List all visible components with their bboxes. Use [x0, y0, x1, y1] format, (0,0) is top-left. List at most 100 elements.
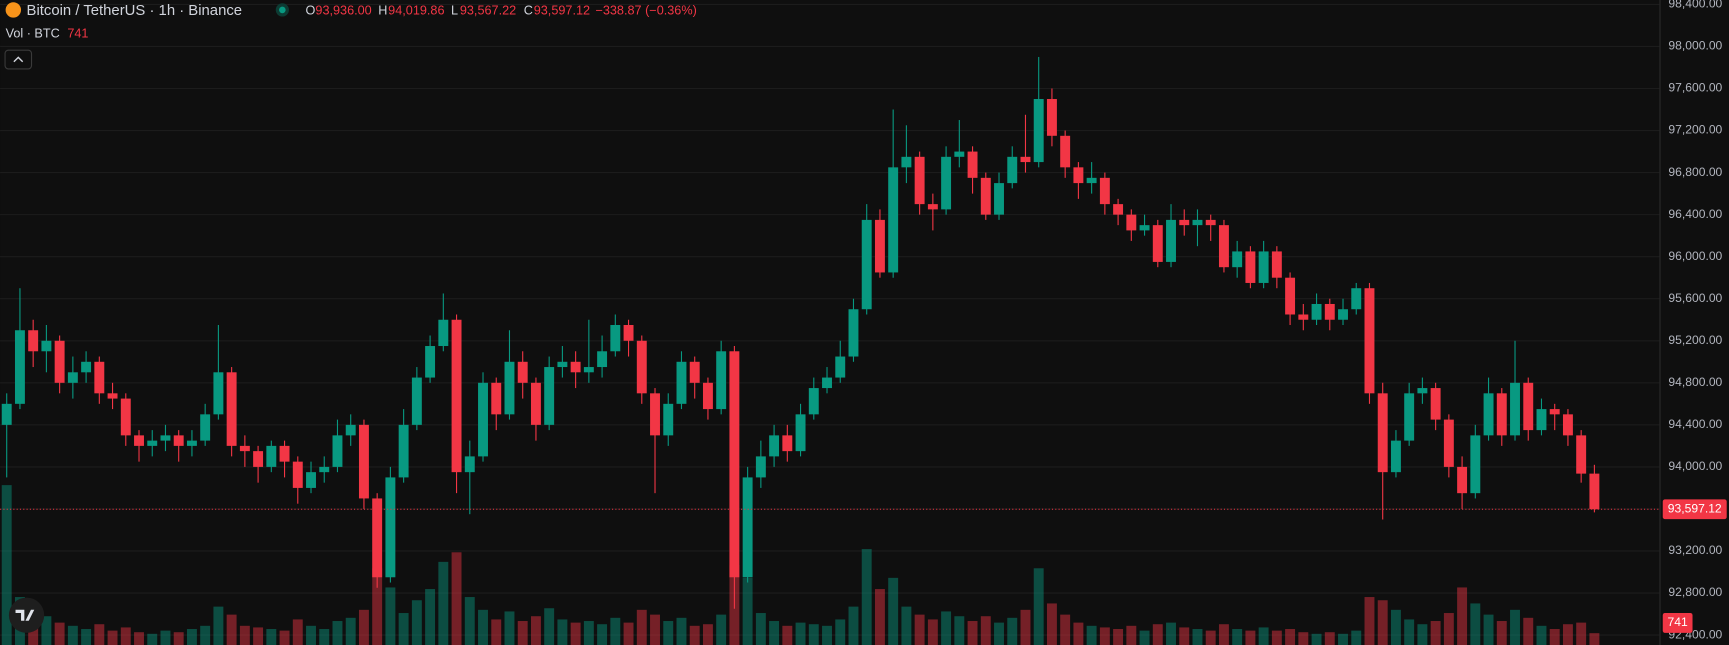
volume-bar	[1298, 632, 1309, 645]
volume-bar	[636, 609, 647, 645]
candle-body	[1338, 309, 1348, 320]
volume-bar	[385, 587, 396, 645]
volume-bar	[1060, 614, 1071, 645]
symbol-logo	[5, 2, 22, 18]
y-tick-label: 94,000.00	[1668, 459, 1722, 473]
symbol-title: Bitcoin / TetherUS · 1h · Binance	[27, 3, 243, 19]
volume-bar	[1113, 629, 1124, 645]
candle-body	[1510, 382, 1520, 436]
ohlc-key: C	[524, 3, 533, 17]
volume-bar	[967, 621, 978, 645]
candle-body	[1086, 177, 1097, 184]
plot-area	[0, 3, 1660, 645]
volume-bar	[504, 611, 515, 645]
volume-bar	[239, 625, 250, 645]
y-tick-label: 95,600.00	[1668, 291, 1722, 305]
candle-body	[200, 414, 211, 441]
volume-bar	[358, 609, 369, 645]
volume-bar	[200, 625, 211, 645]
candle-body	[650, 393, 660, 436]
candle-body	[1443, 419, 1454, 467]
candle-body	[372, 498, 383, 578]
collapse-button[interactable]	[4, 49, 33, 70]
candle-body	[795, 414, 806, 452]
candle-body	[14, 330, 25, 404]
candle-body	[292, 461, 303, 488]
y-tick-label: 97,600.00	[1668, 81, 1722, 95]
candle-body	[676, 361, 687, 404]
volume-bar	[81, 629, 92, 645]
volume-bar	[107, 630, 118, 645]
volume-bar	[213, 606, 224, 645]
candle-body	[610, 324, 621, 352]
candle-body	[28, 330, 39, 352]
volume-bar	[491, 619, 502, 645]
last-price-label: 93,597.12	[1668, 501, 1722, 515]
ohlc-value: 93,936.00	[315, 3, 371, 17]
candle-body	[861, 219, 872, 310]
candle-body	[1060, 135, 1071, 168]
candle-body	[425, 346, 436, 378]
ohlc-value: 93,567.22	[460, 3, 516, 17]
volume-bar	[650, 614, 660, 645]
candle-body	[729, 351, 740, 578]
volume-bar	[1404, 619, 1415, 645]
volume-bar	[782, 625, 793, 645]
candle-body	[358, 424, 369, 499]
candle-body	[1523, 382, 1534, 431]
volume-bar	[1232, 629, 1243, 645]
volume-bar	[941, 611, 952, 645]
volume-bar	[160, 630, 171, 645]
volume-bar	[411, 600, 422, 645]
volume-bar	[544, 608, 555, 645]
candle-body	[438, 319, 449, 347]
volume-bar	[147, 633, 158, 645]
volume-bar	[623, 622, 634, 645]
candle-body	[1576, 435, 1587, 474]
volume-bar	[835, 619, 846, 645]
candle-body	[213, 372, 224, 415]
candle-body	[1311, 303, 1322, 320]
candle-body	[1390, 440, 1401, 473]
volume-bar	[1086, 625, 1097, 645]
volume-bar	[94, 624, 105, 645]
candle-body	[994, 183, 1004, 215]
volume-bar	[54, 622, 65, 645]
volume-bar	[901, 606, 912, 645]
volume-bar	[1430, 621, 1441, 645]
candle-body	[822, 377, 832, 389]
candle-body	[848, 309, 859, 357]
volume-bar	[186, 629, 197, 645]
candle-body	[1099, 177, 1110, 205]
candle-body	[1351, 288, 1362, 310]
candle-body	[689, 361, 700, 383]
candle-body	[623, 324, 634, 341]
candle-body	[1549, 409, 1560, 415]
volume-bar	[1523, 617, 1534, 645]
candle-body	[54, 340, 65, 383]
volume-bar	[1457, 587, 1468, 645]
volume-bar	[1324, 632, 1335, 645]
ohlc-value: 94,019.86	[388, 3, 444, 17]
candle-body	[835, 356, 846, 378]
candle-body	[1562, 414, 1573, 436]
volume-bar	[1099, 627, 1110, 645]
volume-bar	[557, 619, 568, 645]
candle-body	[927, 204, 938, 210]
volume-bar	[451, 552, 462, 645]
candle-body	[1139, 225, 1150, 231]
candle-body	[491, 382, 502, 415]
candle-body	[901, 156, 912, 168]
volume-bar	[742, 577, 753, 645]
candle-body	[332, 435, 343, 467]
candle-body	[1126, 214, 1137, 231]
volume-bar	[702, 624, 713, 645]
candle-body	[636, 340, 647, 394]
y-tick-label: 94,800.00	[1668, 375, 1722, 389]
candle-body	[544, 367, 555, 425]
candle-body	[808, 388, 819, 415]
volume-bar	[874, 589, 885, 645]
candle-body	[663, 403, 674, 436]
